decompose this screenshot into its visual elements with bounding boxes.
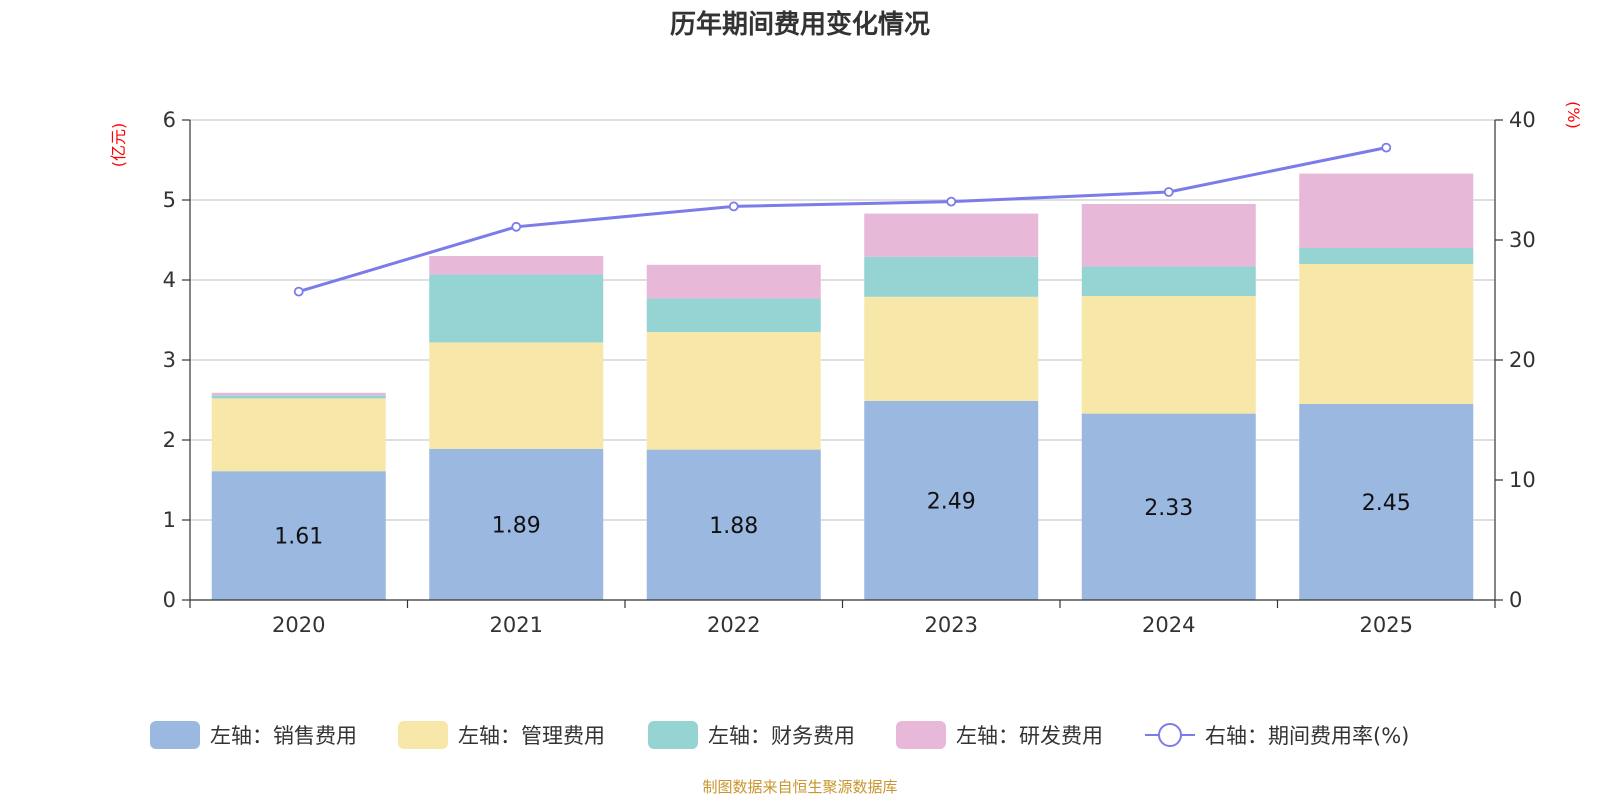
line-point [511,221,522,232]
bar-value-label: 1.89 [492,513,541,538]
right-axis-unit: (%) [1564,101,1583,129]
right-tick-label: 30 [1509,228,1536,252]
bar-左轴：财务费用-2023 [864,256,1039,297]
legend-swatch [896,721,946,749]
bar-value-label: 2.45 [1362,491,1411,516]
x-tick-label: 2021 [490,613,543,637]
line-point [293,286,304,297]
line-point [1381,142,1392,153]
left-tick-label: 5 [163,188,176,212]
line-point [728,201,739,212]
bar-左轴：财务费用-2021 [429,274,604,343]
left-tick-label: 2 [163,428,176,452]
bar-value-label: 2.49 [927,489,976,514]
bar-value-label: 2.33 [1144,496,1193,521]
left-axis-unit: (亿元) [109,123,128,168]
x-axis: 2020 2021 2022 2023 2024 2025 [189,599,1496,637]
bar-左轴：研发费用-2022 [646,264,821,299]
bar-左轴：研发费用-2020 [211,392,386,396]
legend-swatch-marker [1158,723,1182,747]
bar-左轴：财务费用-2022 [646,298,821,332]
bar-左轴：销售费用-2020 [211,471,386,600]
left-tick-label: 3 [163,348,176,372]
legend-swatch [648,721,698,749]
line-series [293,142,1392,297]
legend-label: 左轴：研发费用 [956,724,1103,748]
bar-value-label: 1.88 [709,514,758,539]
legend-label: 左轴：管理费用 [458,724,605,748]
x-tick-label: 2020 [272,613,325,637]
bar-左轴：销售费用-2022 [646,449,821,600]
bar-左轴：管理费用-2023 [864,296,1039,401]
bar-左轴：财务费用-2020 [211,395,386,399]
bar-左轴：管理费用-2020 [211,398,386,472]
left-tick-label: 1 [163,508,176,532]
right-tick-label: 40 [1509,108,1536,132]
legend-swatch [398,721,448,749]
left-tick-label: 4 [163,268,176,292]
bar-labels: 1.61 1.89 1.88 2.49 2.33 2.45 [274,489,1410,549]
bar-左轴：研发费用-2024 [1081,204,1256,267]
right-axis: 0 10 20 30 40 [1494,108,1536,612]
bar-左轴：研发费用-2021 [429,256,604,275]
bar-左轴：管理费用-2021 [429,342,604,449]
legend-swatch [150,721,200,749]
left-axis: 0 1 2 3 4 5 6 [163,108,191,612]
bar-左轴：管理费用-2022 [646,332,821,450]
legend-label: 右轴：期间费用率(%) [1205,724,1409,748]
x-tick-label: 2023 [925,613,978,637]
x-tick-label: 2024 [1142,613,1195,637]
bar-value-label: 1.61 [274,525,323,550]
bar-series [211,173,1474,600]
bar-左轴：研发费用-2025 [1299,173,1474,248]
right-tick-label: 10 [1509,468,1536,492]
right-tick-label: 0 [1509,588,1522,612]
x-tick-label: 2022 [707,613,760,637]
bar-左轴：财务费用-2025 [1299,248,1474,264]
x-tick-label: 2025 [1360,613,1413,637]
bar-左轴：财务费用-2024 [1081,266,1256,296]
legend-label: 左轴：财务费用 [708,724,855,748]
bar-左轴：销售费用-2023 [864,400,1039,600]
bar-左轴：销售费用-2024 [1081,413,1256,600]
line-右轴：期间费用率(%) [298,146,1387,294]
source-note: 制图数据来自恒生聚源数据库 [702,778,897,796]
bar-左轴：研发费用-2023 [864,213,1039,257]
line-point [1163,187,1174,197]
right-tick-label: 20 [1509,348,1536,372]
left-tick-label: 6 [163,108,176,132]
bar-左轴：销售费用-2021 [429,448,604,600]
legend: 左轴：销售费用 左轴：管理费用 左轴：财务费用 左轴：研发费用 右轴：期间费用率(%) [150,721,1409,749]
line-point [946,196,957,207]
bar-左轴：管理费用-2024 [1081,296,1256,414]
bar-左轴：销售费用-2025 [1299,404,1474,600]
bar-左轴：管理费用-2025 [1299,264,1474,404]
grid-lines [190,119,1495,521]
legend-label: 左轴：销售费用 [210,724,357,748]
chart-title: 历年期间费用变化情况 [670,9,930,40]
left-tick-label: 0 [163,588,176,612]
